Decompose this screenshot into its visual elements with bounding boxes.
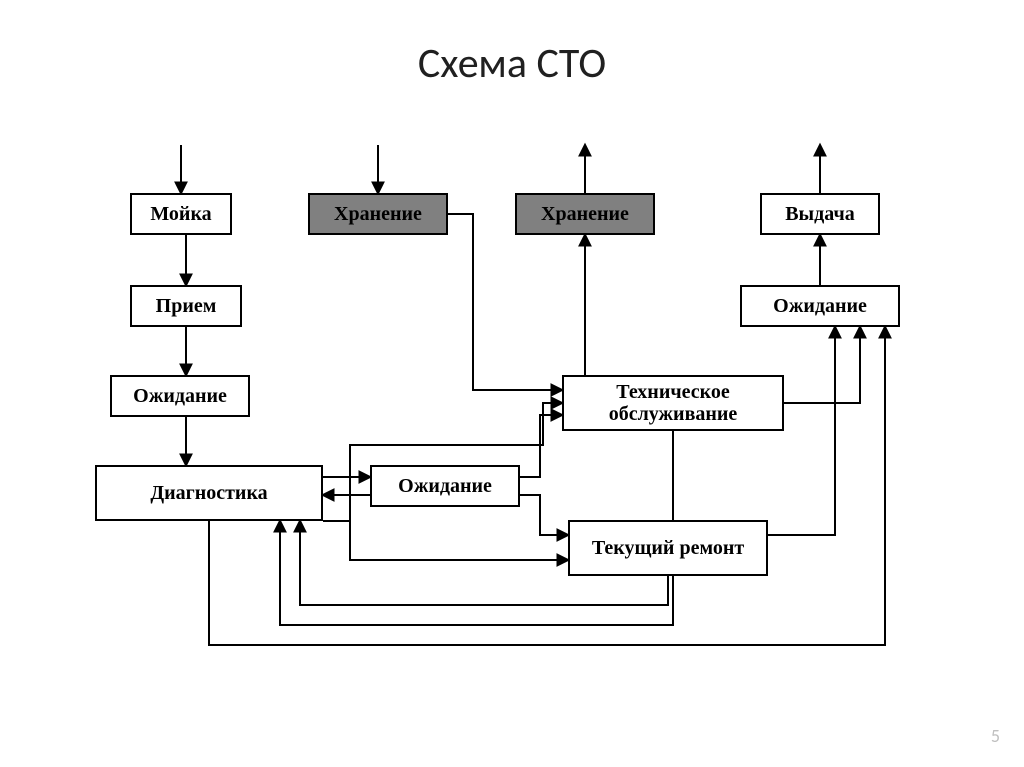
node-diag: Диагностика (95, 465, 323, 521)
slide-title: Схема СТО (0, 38, 1024, 89)
flowchart-diagram: Мойка Хранение Хранение Выдача Прием Ожидание… (80, 125, 950, 665)
page-number: 5 (991, 725, 1000, 747)
edge (323, 521, 568, 560)
node-intake: Прием (130, 285, 242, 327)
node-store1: Хранение (308, 193, 448, 235)
node-wait2: Ожидание (370, 465, 520, 507)
edge (784, 327, 860, 403)
node-wait1: Ожидание (110, 375, 250, 417)
node-repair: Текущий ремонт (568, 520, 768, 576)
node-issue: Выдача (760, 193, 880, 235)
node-wait_r: Ожидание (740, 285, 900, 327)
edge (520, 495, 568, 535)
edge (768, 327, 835, 535)
edge (448, 214, 562, 390)
node-tech: Техническое обслуживание (562, 375, 784, 431)
slide: Схема СТО Мойка Хранение Хранение Выдача При… (0, 0, 1024, 767)
node-store2: Хранение (515, 193, 655, 235)
node-wash: Мойка (130, 193, 232, 235)
edge (520, 415, 562, 477)
